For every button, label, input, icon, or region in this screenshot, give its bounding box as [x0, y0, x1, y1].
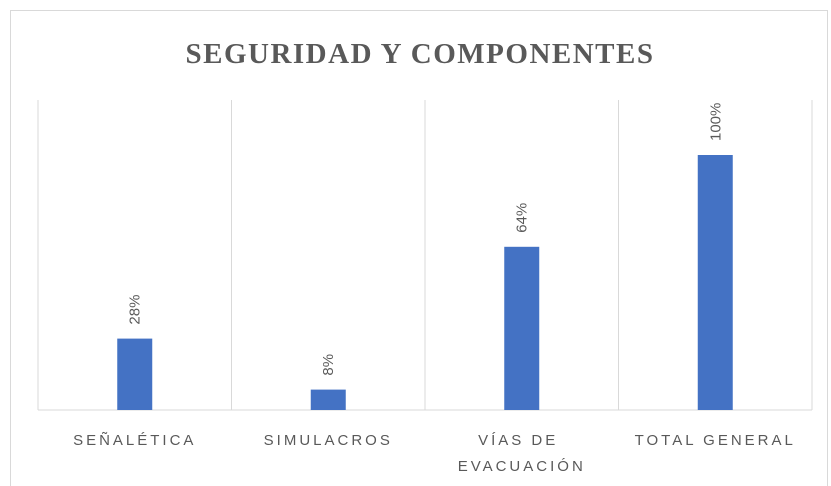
- bar: [310, 389, 346, 410]
- data-label: 64%: [514, 203, 531, 233]
- x-tick-label: VÍAS DE EVACUACIÓN: [458, 432, 586, 475]
- chart-title: SEGURIDAD Y COMPONENTES: [185, 38, 654, 70]
- bar: [697, 155, 733, 410]
- data-label: 8%: [320, 354, 337, 376]
- x-tick-label: TOTAL GENERAL: [635, 432, 796, 449]
- data-label: 28%: [127, 295, 144, 325]
- x-tick-label: SEÑALÉTICA: [73, 432, 196, 449]
- data-label: 100%: [707, 103, 724, 141]
- bar: [504, 246, 540, 410]
- x-tick-label: SIMULACROS: [264, 432, 393, 449]
- bar: [117, 338, 153, 410]
